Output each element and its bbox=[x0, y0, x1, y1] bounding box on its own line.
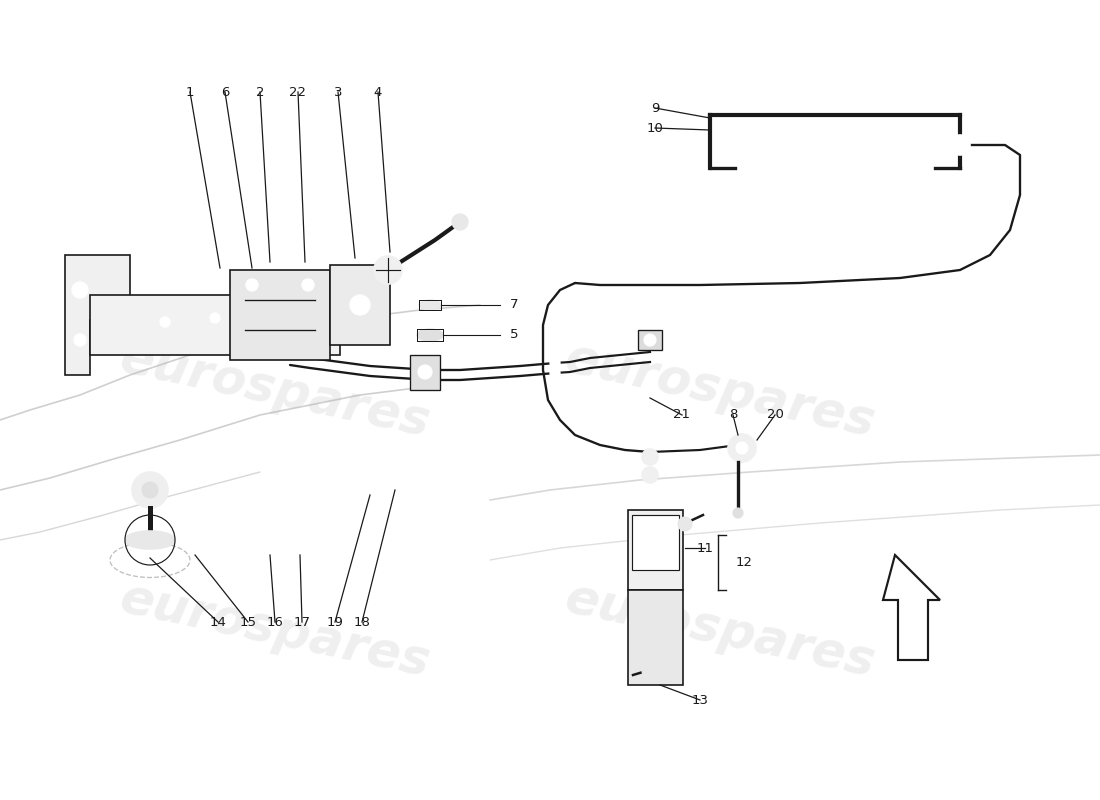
Circle shape bbox=[132, 472, 168, 508]
Text: eurospares: eurospares bbox=[116, 334, 435, 446]
Text: 8: 8 bbox=[729, 409, 737, 422]
Text: 6: 6 bbox=[221, 86, 229, 98]
Text: 1: 1 bbox=[186, 86, 195, 98]
Text: 15: 15 bbox=[240, 615, 256, 629]
Polygon shape bbox=[410, 355, 440, 390]
Circle shape bbox=[160, 317, 170, 327]
Text: 12: 12 bbox=[736, 555, 754, 569]
Text: 17: 17 bbox=[294, 615, 310, 629]
Circle shape bbox=[644, 334, 656, 346]
Text: 9: 9 bbox=[651, 102, 659, 114]
Circle shape bbox=[642, 449, 658, 465]
Text: 3: 3 bbox=[333, 86, 342, 98]
Polygon shape bbox=[628, 590, 683, 685]
Polygon shape bbox=[65, 255, 130, 375]
Circle shape bbox=[928, 133, 942, 147]
Text: 20: 20 bbox=[767, 409, 783, 422]
Ellipse shape bbox=[125, 531, 175, 549]
Circle shape bbox=[642, 665, 654, 677]
Polygon shape bbox=[230, 270, 330, 360]
Polygon shape bbox=[883, 555, 940, 660]
Circle shape bbox=[550, 368, 560, 378]
Text: 7: 7 bbox=[510, 298, 518, 311]
Circle shape bbox=[728, 434, 756, 462]
Circle shape bbox=[350, 295, 370, 315]
Circle shape bbox=[733, 126, 747, 140]
Ellipse shape bbox=[417, 329, 443, 341]
Polygon shape bbox=[632, 515, 679, 570]
Circle shape bbox=[246, 279, 258, 291]
Circle shape bbox=[950, 135, 970, 155]
Text: eurospares: eurospares bbox=[116, 574, 435, 686]
Text: 14: 14 bbox=[210, 615, 227, 629]
Circle shape bbox=[142, 482, 158, 498]
Ellipse shape bbox=[419, 300, 441, 310]
Circle shape bbox=[418, 365, 432, 379]
Text: 16: 16 bbox=[266, 615, 284, 629]
Text: 2: 2 bbox=[255, 86, 264, 98]
Text: 19: 19 bbox=[327, 615, 343, 629]
Text: 5: 5 bbox=[510, 329, 518, 342]
Polygon shape bbox=[628, 510, 683, 590]
Text: 11: 11 bbox=[696, 542, 714, 554]
Text: eurospares: eurospares bbox=[561, 334, 880, 446]
Text: 10: 10 bbox=[647, 122, 663, 134]
Text: 21: 21 bbox=[673, 409, 691, 422]
Text: 18: 18 bbox=[353, 615, 371, 629]
Circle shape bbox=[678, 517, 692, 531]
Polygon shape bbox=[638, 330, 662, 350]
Circle shape bbox=[452, 214, 468, 230]
Circle shape bbox=[74, 334, 86, 346]
Polygon shape bbox=[330, 265, 390, 345]
Text: 22: 22 bbox=[289, 86, 307, 98]
Text: eurospares: eurospares bbox=[561, 574, 880, 686]
Circle shape bbox=[550, 358, 560, 368]
Polygon shape bbox=[90, 295, 340, 355]
Circle shape bbox=[72, 282, 88, 298]
Circle shape bbox=[733, 508, 742, 518]
Circle shape bbox=[210, 313, 220, 323]
Circle shape bbox=[374, 256, 401, 284]
Text: 4: 4 bbox=[374, 86, 382, 98]
Circle shape bbox=[736, 442, 748, 454]
Circle shape bbox=[302, 279, 313, 291]
Text: 13: 13 bbox=[692, 694, 708, 706]
Circle shape bbox=[642, 467, 658, 483]
